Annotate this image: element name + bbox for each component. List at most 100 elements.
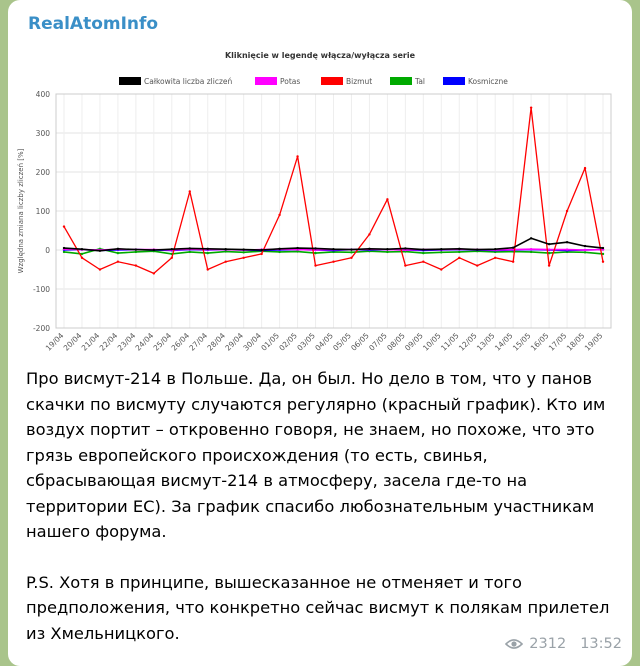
message-paragraph-1: Про висмут-214 в Польше. Да, он был. Но … — [26, 369, 606, 541]
data-point — [440, 268, 443, 271]
data-point — [583, 251, 587, 254]
legend-label: Całkowita liczba zliczeń — [144, 77, 233, 86]
y-tick-label: -100 — [33, 285, 50, 294]
x-tick-label: 19/05 — [583, 331, 605, 353]
data-point — [565, 209, 569, 213]
chart-svg: Kliknięcie w legendę włącza/wyłącza seri… — [17, 51, 612, 353]
y-tick-label: 100 — [36, 207, 51, 216]
x-tick-label: 07/05 — [367, 331, 389, 353]
x-tick-label: 25/04 — [152, 331, 174, 353]
data-point — [116, 260, 120, 263]
data-point — [547, 248, 551, 251]
data-point — [62, 250, 66, 254]
data-point — [278, 213, 281, 217]
legend-label: Potas — [280, 77, 300, 86]
data-point — [224, 250, 227, 253]
legend-swatch — [255, 77, 277, 85]
x-tick-label: 19/04 — [44, 331, 66, 353]
data-point — [476, 248, 479, 251]
data-point — [529, 248, 533, 251]
data-point — [458, 256, 461, 259]
x-tick-label: 17/05 — [547, 331, 569, 353]
data-point — [529, 106, 533, 109]
data-point — [601, 252, 605, 256]
y-tick-label: 200 — [36, 168, 51, 177]
data-point — [476, 264, 479, 267]
data-point — [80, 248, 84, 251]
data-point — [296, 246, 299, 250]
x-tick-label: 15/05 — [511, 331, 533, 353]
data-point — [565, 248, 569, 251]
views-count: 2312 — [529, 636, 567, 652]
y-tick-label: -200 — [33, 324, 50, 333]
y-tick-label: 400 — [36, 90, 51, 99]
plot-area — [55, 93, 612, 329]
legend-label: Tal — [414, 77, 425, 86]
chart-image[interactable]: Kliknięcie w legendę włącza/wyłącza seri… — [13, 42, 627, 360]
data-point — [601, 246, 605, 250]
data-point — [170, 256, 173, 259]
data-point — [404, 247, 407, 250]
data-point — [529, 250, 533, 254]
data-point — [350, 256, 353, 259]
x-tick-label: 28/04 — [205, 331, 227, 353]
x-tick-label: 04/05 — [313, 331, 335, 353]
data-point — [458, 247, 461, 251]
data-point — [116, 251, 120, 255]
data-point — [62, 246, 66, 250]
x-tick-label: 24/04 — [134, 331, 156, 353]
y-tick-label: 300 — [36, 129, 51, 138]
data-point — [134, 250, 138, 254]
data-point — [386, 198, 389, 201]
x-tick-label: 08/05 — [385, 331, 407, 353]
data-point — [547, 242, 551, 246]
data-point — [314, 251, 317, 255]
message-time: 13:52 — [580, 636, 622, 652]
y-tick-label: 0 — [45, 246, 50, 255]
data-point — [511, 248, 515, 251]
x-tick-label: 27/04 — [187, 331, 209, 353]
data-point — [404, 264, 407, 267]
data-point — [152, 248, 156, 252]
data-point — [98, 268, 102, 271]
x-tick-label: 29/04 — [223, 331, 245, 353]
x-tick-label: 02/05 — [277, 331, 299, 353]
x-tick-label: 26/04 — [170, 331, 192, 353]
data-point — [386, 250, 389, 254]
data-point — [134, 248, 138, 251]
x-tick-label: 09/05 — [403, 331, 425, 353]
data-point — [260, 252, 263, 256]
data-point — [62, 225, 66, 228]
data-point — [224, 260, 227, 263]
message-paragraph-2: P.S. Хотя в принципе, вышесказанное не о… — [26, 572, 610, 643]
data-point — [242, 251, 245, 254]
data-point — [332, 248, 335, 251]
data-point — [98, 249, 102, 252]
message-text: Про висмут-214 в Польше. Да, он был. Но … — [26, 366, 616, 646]
data-point — [242, 248, 245, 251]
data-point — [458, 250, 461, 254]
data-point — [80, 256, 84, 259]
x-tick-label: 11/05 — [439, 331, 461, 353]
data-point — [206, 247, 209, 251]
data-point — [368, 233, 371, 236]
legend-swatch — [321, 77, 343, 85]
chart-title: Kliknięcie w legendę włącza/wyłącza seri… — [225, 51, 416, 60]
x-tick-label: 16/05 — [529, 331, 551, 353]
data-point — [188, 250, 191, 254]
data-point — [547, 251, 551, 255]
views-eye-icon — [505, 639, 524, 649]
data-point — [583, 248, 587, 252]
data-point — [583, 166, 587, 170]
data-point — [511, 246, 515, 249]
data-point — [422, 260, 425, 263]
data-point — [350, 251, 353, 254]
data-point — [296, 250, 299, 253]
data-point — [314, 264, 317, 267]
x-tick-label: 22/04 — [98, 331, 120, 353]
x-tick-label: 06/05 — [349, 331, 371, 353]
channel-name[interactable]: RealAtomInfo — [28, 14, 159, 34]
data-point — [152, 272, 156, 275]
data-point — [260, 248, 263, 252]
x-tick-label: 18/05 — [565, 331, 587, 353]
